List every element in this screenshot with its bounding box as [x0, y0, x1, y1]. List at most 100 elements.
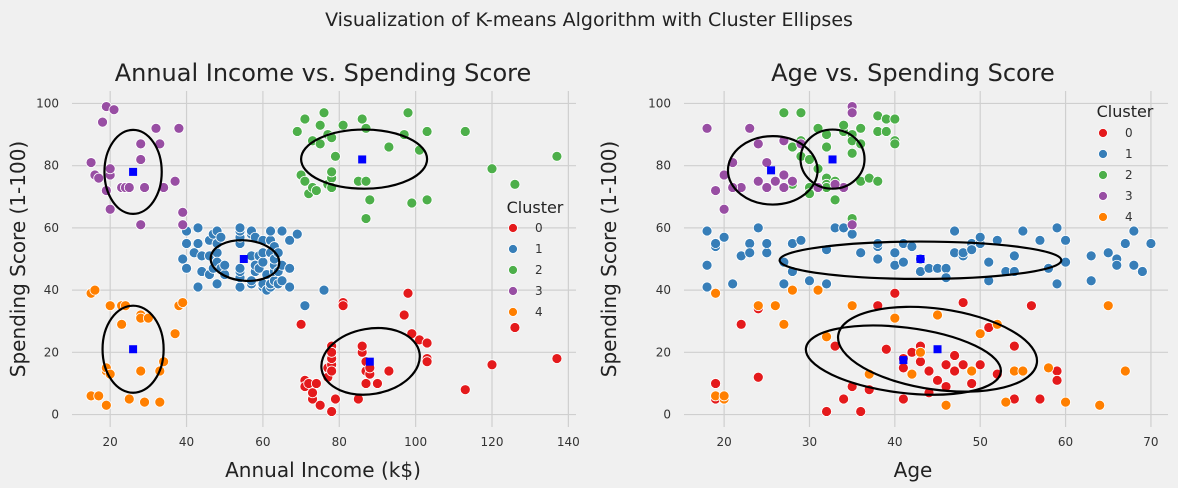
- cluster-1-point: [778, 256, 790, 268]
- cluster-3-point: [97, 116, 108, 128]
- cluster-1-point: [181, 262, 192, 274]
- age-x-axis-label: Age: [894, 458, 933, 482]
- cluster-4-point: [710, 287, 721, 299]
- cluster-1-point: [192, 222, 204, 234]
- cluster-0-point: [356, 340, 368, 352]
- cluster-4-point: [906, 368, 918, 380]
- cluster-0-point: [383, 365, 395, 377]
- cluster-3-point: [718, 203, 730, 215]
- legend-label-0: 0: [1125, 126, 1133, 140]
- cluster-2-point: [509, 178, 521, 190]
- age-y-tick-label: 40: [656, 283, 671, 297]
- cluster-3-point: [846, 107, 858, 119]
- cluster-0-point: [326, 365, 338, 377]
- cluster-3-ellipse: [726, 135, 819, 206]
- cluster-2-point: [855, 122, 867, 134]
- income-y-tick-label: 40: [44, 283, 59, 297]
- income-x-tick-label: 120: [481, 435, 504, 449]
- age-x-tick-label: 50: [973, 435, 988, 449]
- cluster-1-ellipse: [209, 239, 281, 283]
- cluster-4-ellipse: [101, 304, 165, 394]
- income-points: [85, 101, 563, 417]
- cluster-1-point: [177, 253, 189, 265]
- cluster-1-point: [192, 281, 204, 293]
- income-y-tick-label: 60: [44, 221, 59, 235]
- cluster-1-point: [1128, 225, 1140, 237]
- cluster-2-point: [299, 113, 311, 125]
- cluster-1-point: [1017, 225, 1029, 237]
- cluster-4-point: [154, 396, 166, 408]
- cluster-0-point: [295, 318, 307, 330]
- income-x-tick-label: 100: [404, 435, 427, 449]
- cluster-1-point: [1111, 259, 1123, 271]
- cluster-0-point: [421, 337, 433, 349]
- cluster-1-point: [181, 238, 192, 249]
- cluster-0-point: [1034, 393, 1046, 405]
- cluster-1-point: [940, 262, 952, 274]
- cluster-2-point: [406, 197, 418, 209]
- cluster-0-point: [821, 406, 832, 417]
- cluster-0-point: [966, 378, 978, 389]
- age-y-axis-label: Spending Score (1-100): [597, 141, 621, 377]
- cluster-2-point: [889, 113, 901, 125]
- cluster-1-point: [1008, 250, 1020, 262]
- cluster-1-point: [265, 225, 276, 237]
- cluster-1-point: [761, 247, 773, 259]
- legend-marker-1: [508, 244, 518, 254]
- age-cluster-ellipses: [726, 128, 1063, 396]
- cluster-3-point: [744, 122, 756, 134]
- income-x-tick-label: 60: [255, 435, 270, 449]
- cluster-1-centroid: [239, 255, 248, 263]
- cluster-1-point: [1085, 275, 1097, 287]
- cluster-1-point: [234, 262, 246, 274]
- cluster-1-point: [284, 262, 296, 274]
- cluster-4-point: [889, 312, 901, 324]
- legend-label-2: 2: [535, 263, 543, 277]
- cluster-2-centroid: [828, 155, 837, 164]
- cluster-2-point: [846, 147, 858, 159]
- cluster-0-point: [421, 356, 433, 368]
- cluster-3-point: [761, 157, 773, 168]
- income-y-tick-label: 100: [36, 96, 59, 110]
- cluster-1-point: [821, 278, 832, 290]
- legend-marker-1: [1098, 149, 1108, 159]
- cluster-0-point: [551, 353, 563, 364]
- income-chart-title: Annual Income vs. Spending Score: [115, 59, 532, 87]
- cluster-4-point: [966, 365, 978, 377]
- cluster-1-point: [974, 231, 986, 243]
- cluster-0-point: [372, 378, 383, 389]
- cluster-2-point: [778, 107, 790, 119]
- income-centroids: [129, 155, 374, 366]
- cluster-4-point: [1017, 365, 1029, 377]
- cluster-4-point: [718, 390, 730, 402]
- cluster-2-point: [310, 185, 322, 196]
- cluster-1-point: [718, 231, 730, 243]
- cluster-0-point: [949, 365, 960, 377]
- income-cluster-ellipses: [101, 128, 429, 396]
- cluster-4-point: [769, 300, 781, 312]
- cluster-1-point: [1051, 278, 1063, 290]
- legend-label-3: 3: [1125, 189, 1133, 203]
- cluster-1-point: [284, 281, 296, 293]
- cluster-3-point: [108, 104, 120, 116]
- age-x-tick-label: 20: [716, 435, 731, 449]
- cluster-1-point: [211, 278, 223, 290]
- income-y-tick-label: 0: [51, 408, 59, 422]
- cluster-3-point: [169, 175, 181, 187]
- cluster-0-ellipse: [804, 324, 1002, 396]
- cluster-0-point: [735, 318, 747, 330]
- cluster-1-point: [1085, 250, 1097, 262]
- cluster-1-point: [701, 281, 713, 293]
- cluster-4-point: [100, 399, 112, 411]
- cluster-1-point: [219, 259, 231, 271]
- legend-marker-4: [508, 307, 518, 317]
- cluster-2-point: [314, 119, 326, 131]
- legend-marker-0: [508, 223, 518, 233]
- cluster-3-point: [778, 182, 790, 193]
- cluster-2-point: [838, 119, 850, 131]
- cluster-2-point: [880, 126, 892, 137]
- cluster-3-point: [752, 138, 764, 150]
- cluster-1-point: [846, 228, 858, 240]
- age-grid: [684, 91, 1168, 427]
